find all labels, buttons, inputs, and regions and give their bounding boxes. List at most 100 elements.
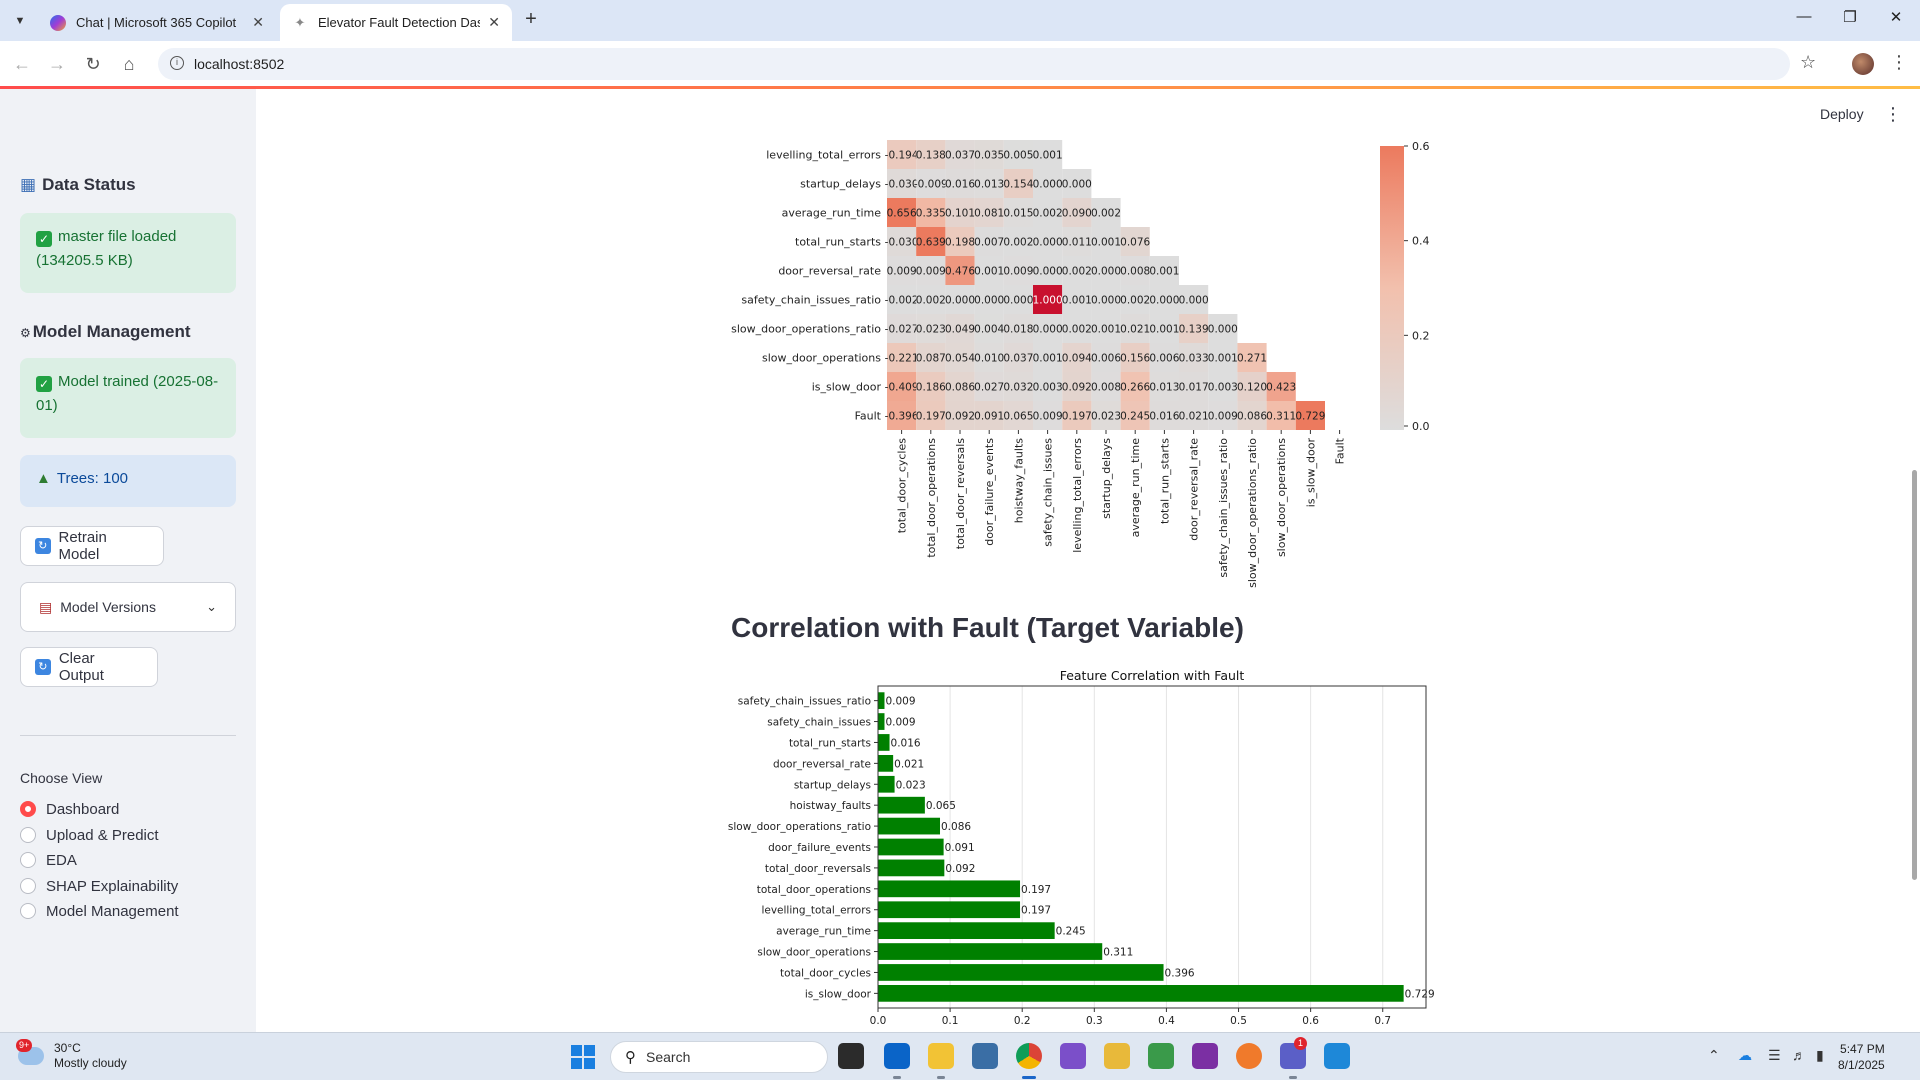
close-icon[interactable]: ✕ — [252, 14, 264, 30]
retrain-model-button[interactable]: ↻ Retrain Model — [20, 526, 164, 566]
trees-info: ▲ Trees: 100 — [20, 455, 236, 507]
heatmap-cell-label: 0.120 — [1237, 382, 1267, 394]
view-option-model-management[interactable]: Model Management — [20, 900, 179, 922]
x-tick-label: 0.5 — [1230, 1015, 1247, 1027]
network-tool-icon[interactable] — [972, 1043, 998, 1069]
heatmap-cell — [887, 372, 917, 401]
wifi-icon[interactable]: ☰ — [1768, 1047, 1781, 1063]
heatmap-col-label: average_run_time — [1129, 438, 1142, 538]
taskbar-search[interactable]: ⚲ Search — [610, 1041, 828, 1073]
teams-icon[interactable]: 1 — [1280, 1037, 1308, 1069]
outlook-icon[interactable] — [884, 1043, 910, 1069]
heatmap-cell — [974, 198, 1004, 227]
streamlit-icon: ✦ — [294, 14, 306, 30]
onedrive-icon[interactable]: ☁ — [1738, 1047, 1752, 1063]
minimize-icon[interactable]: — — [1796, 8, 1812, 25]
bar-value-label: 0.091 — [945, 842, 975, 854]
heatmap-row-label: slow_door_operations — [762, 352, 881, 365]
heatmap-col-label: door_reversal_rate — [1188, 438, 1201, 541]
python-icon[interactable] — [1104, 1043, 1130, 1069]
heatmap-cell-label: 0.006 — [1091, 353, 1121, 365]
heatmap-cell — [1091, 314, 1121, 343]
site-info-icon[interactable]: i — [170, 56, 184, 70]
scrollbar-thumb[interactable] — [1912, 470, 1917, 880]
view-option-dashboard[interactable]: Dashboard — [20, 798, 119, 820]
heatmap-cell-label: 0.002 — [1062, 324, 1092, 336]
heatmap-cell — [1003, 314, 1033, 343]
close-icon[interactable]: ✕ — [488, 14, 500, 30]
view-option-eda[interactable]: EDA — [20, 849, 77, 871]
heatmap-cell-label: 0.037 — [945, 150, 975, 162]
heatmap-cell-label: 0.090 — [1062, 208, 1092, 220]
volume-icon[interactable]: ♬ — [1792, 1047, 1806, 1063]
model-versions-expander[interactable]: ▤ Model Versions ⌄ — [20, 582, 236, 632]
back-icon[interactable]: ← — [13, 54, 31, 74]
bar-category-label: total_door_operations — [757, 884, 871, 896]
view-option-upload-predict[interactable]: Upload & Predict — [20, 824, 159, 846]
heatmap-col-label: Fault — [1334, 437, 1347, 464]
heatmap-cell — [1033, 198, 1063, 227]
heatmap-cell — [1091, 285, 1121, 314]
window-close-icon[interactable]: ✕ — [1889, 9, 1903, 26]
heatmap-cell-label: 0.092 — [1062, 382, 1092, 394]
battery-icon[interactable]: ▮ — [1816, 1047, 1824, 1063]
clear-output-button[interactable]: ↻ Clear Output — [20, 647, 158, 687]
heatmap-cell-label: 0.002 — [1003, 237, 1033, 249]
file-explorer-icon[interactable] — [928, 1043, 954, 1069]
bar — [878, 838, 944, 856]
task-view-icon[interactable] — [838, 1043, 864, 1069]
view-option-shap[interactable]: SHAP Explainability — [20, 875, 178, 897]
tree-icon: ▲ — [36, 470, 51, 487]
clock[interactable]: 5:47 PM 8/1/2025 — [1838, 1042, 1885, 1072]
onenote-icon[interactable] — [1192, 1043, 1218, 1069]
heatmap-cell — [916, 169, 946, 198]
new-tab-icon[interactable]: + — [525, 8, 537, 30]
heatmap-cell — [974, 256, 1004, 285]
heatmap-cell — [916, 140, 946, 169]
chrome-icon[interactable] — [1016, 1043, 1042, 1069]
tab-dashboard[interactable]: ✦ Elevator Fault Detection Dashbo ✕ — [280, 4, 512, 41]
visual-studio-icon[interactable] — [1060, 1043, 1086, 1069]
heatmap-cell — [1120, 401, 1150, 430]
vscode-icon[interactable] — [1324, 1043, 1350, 1069]
heatmap-cell — [1120, 372, 1150, 401]
weather-widget[interactable]: 9+ 30°C Mostly cloudy — [16, 1039, 127, 1071]
chevron-up-icon[interactable]: ⌃ — [1708, 1047, 1720, 1063]
heatmap-cell — [1033, 140, 1063, 169]
browser-menu-icon[interactable]: ⋮ — [1890, 52, 1908, 72]
heatmap-cell — [945, 372, 975, 401]
colorbar-tick-label: 0.6 — [1412, 140, 1430, 153]
heatmap-row-label: startup_delays — [800, 178, 881, 191]
bar-category-label: slow_door_operations — [757, 947, 871, 959]
profile-avatar[interactable] — [1852, 53, 1874, 75]
heatmap-cell — [1149, 256, 1179, 285]
bar-value-label: 0.086 — [941, 821, 971, 833]
heatmap-cell-label: -0.030 — [885, 179, 919, 191]
postman-icon[interactable] — [1236, 1043, 1262, 1069]
forward-icon[interactable]: → — [48, 54, 66, 74]
heatmap-cell — [1120, 285, 1150, 314]
main-menu-icon[interactable]: ⋮ — [1884, 104, 1902, 124]
heatmap-col-label: total_door_cycles — [896, 438, 909, 534]
home-icon[interactable]: ⌂ — [123, 54, 135, 74]
heatmap-cell-label: 0.092 — [945, 411, 975, 423]
heatmap-cell — [1003, 343, 1033, 372]
bookmark-star-icon[interactable]: ☆ — [1800, 52, 1817, 72]
windows-start-icon[interactable] — [571, 1045, 595, 1069]
notepad-icon[interactable] — [1148, 1043, 1174, 1069]
heatmap-cell-label: 0.021 — [1179, 411, 1209, 423]
tab-search-icon[interactable]: ▼ — [14, 15, 26, 27]
restore-icon[interactable]: ❐ — [1843, 9, 1857, 26]
section-title: Correlation with Fault (Target Variable) — [731, 612, 1244, 643]
heatmap-cell-label: 0.081 — [974, 208, 1004, 220]
heatmap-cell — [1179, 314, 1209, 343]
tab-copilot[interactable]: Chat | Microsoft 365 Copilot ✕ — [38, 4, 276, 41]
heatmap-cell-label: 0.009 — [916, 266, 946, 278]
heatmap-cell-label: 0.002 — [1033, 208, 1063, 220]
deploy-button[interactable]: Deploy — [1820, 106, 1864, 122]
reload-icon[interactable]: ↻ — [85, 54, 101, 74]
colorbar-tick-label: 0.2 — [1412, 329, 1430, 342]
address-bar[interactable]: i localhost:8502 — [158, 48, 1790, 80]
heatmap-cell — [1149, 372, 1179, 401]
heatmap-cell — [916, 401, 946, 430]
